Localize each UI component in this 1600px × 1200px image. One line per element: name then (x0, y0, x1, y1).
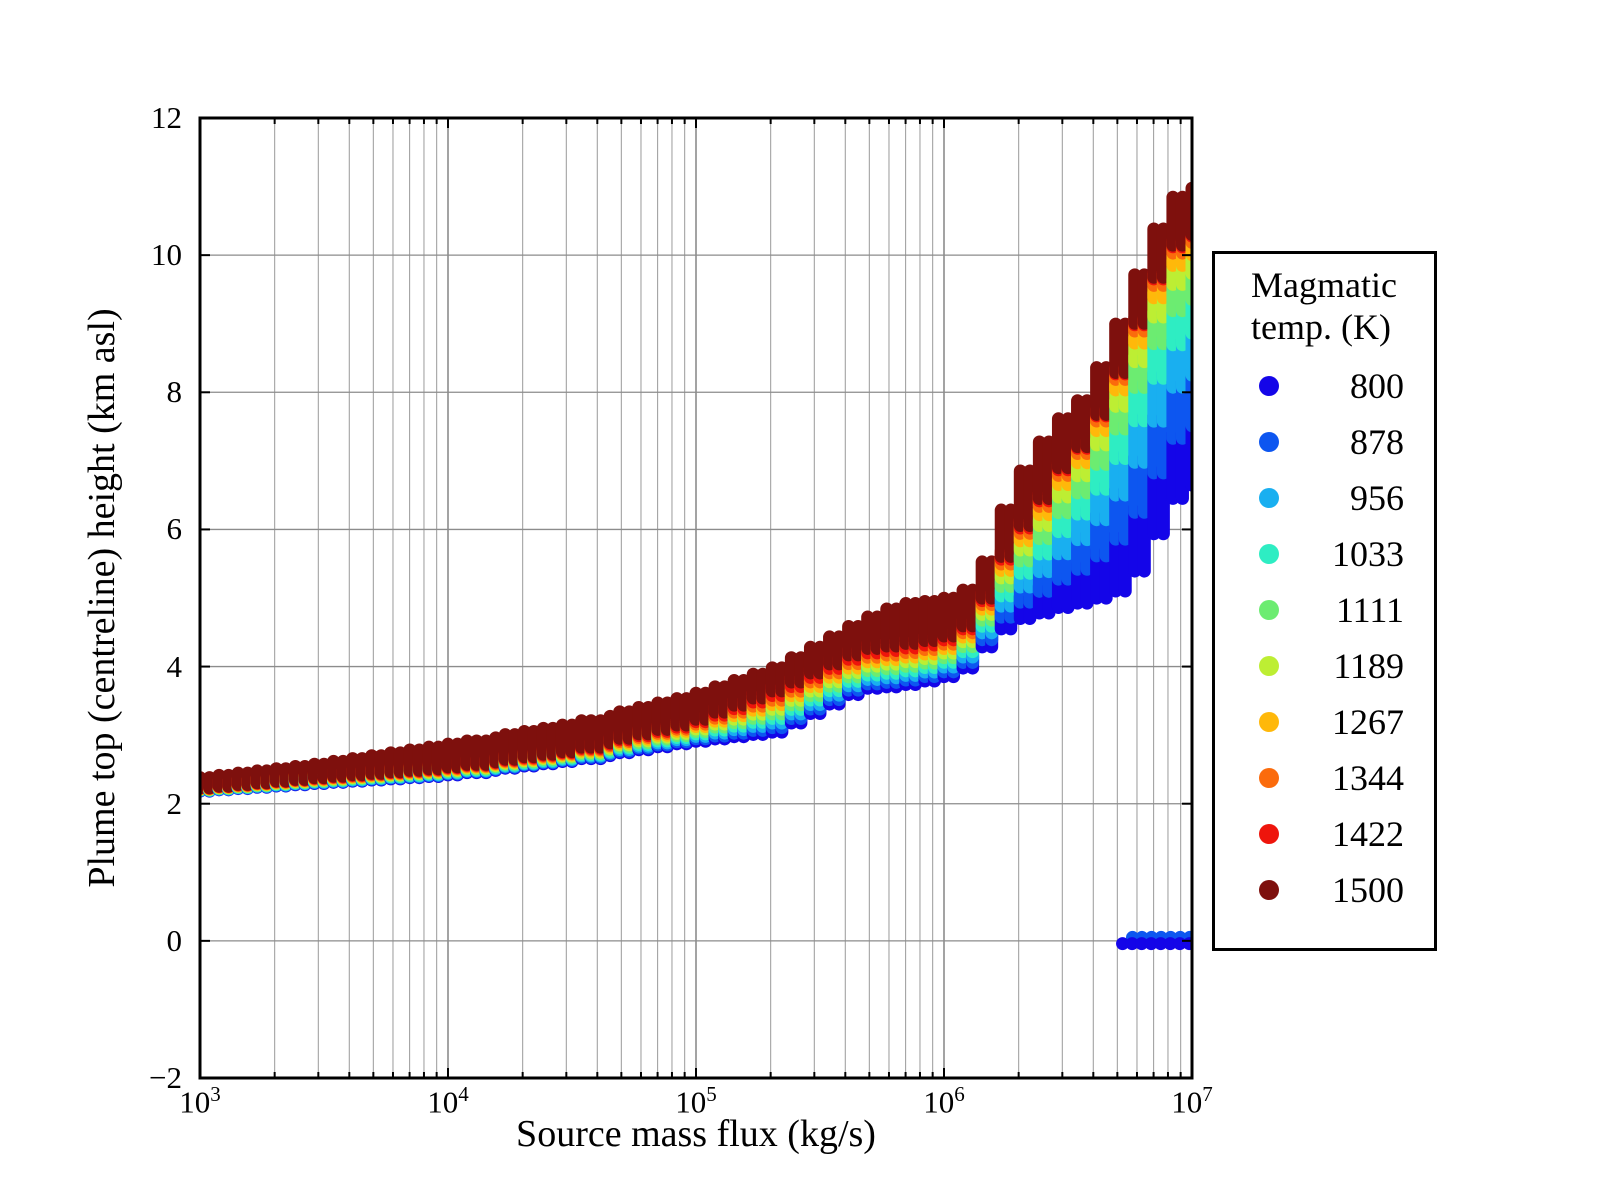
y-tick-label-0: 0 (166, 922, 183, 958)
y-tick-label-4: 4 (166, 648, 183, 684)
legend-label-1189: 1189 (1333, 646, 1404, 686)
x-tick-label-10e5: 105 (675, 1082, 717, 1120)
legend-marker-1422 (1259, 824, 1279, 844)
collapse-point-temp-800 (1163, 937, 1177, 951)
legend-label-956: 956 (1350, 478, 1404, 518)
legend-marker-1111 (1259, 600, 1279, 620)
x-tick-label-10e6: 106 (923, 1082, 965, 1120)
legend-marker-956 (1259, 488, 1279, 508)
y-tick-label-6: 6 (166, 511, 183, 547)
legend-label-1500: 1500 (1332, 870, 1404, 910)
legend-marker-800 (1259, 376, 1279, 396)
legend-entry-1033: 1033 (1215, 526, 1434, 582)
y-tick-label-8: 8 (166, 374, 183, 410)
collapse-point-temp-800 (1135, 937, 1149, 951)
legend-entry-956: 956 (1215, 470, 1434, 526)
scatter-column-temp-1500 (1185, 181, 1192, 242)
legend-marker-1033 (1259, 544, 1279, 564)
y-axis-label: Plume top (centreline) height (km asl) (81, 308, 123, 888)
scatter-column-temp-800 (1185, 413, 1192, 492)
collapse-point-temp-800 (1154, 937, 1168, 951)
legend-label-1111: 1111 (1336, 590, 1404, 630)
legend-entry-878: 878 (1215, 414, 1434, 470)
y-tick-label-10: 10 (151, 237, 182, 273)
x-tick-label-10e3: 103 (179, 1082, 221, 1120)
legend-entry-1422: 1422 (1215, 806, 1434, 862)
legend-entry-1267: 1267 (1215, 694, 1434, 750)
legend-marker-1267 (1259, 712, 1279, 732)
legend-entry-1111: 1111 (1215, 582, 1434, 638)
collapse-point-temp-800 (1182, 937, 1192, 951)
legend-title: Magmatic temp. (K) (1215, 254, 1434, 348)
legend-label-800: 800 (1350, 366, 1404, 406)
collapse-point-temp-800 (1116, 937, 1130, 951)
legend-entries: 800 878 956 1033 1111 1189 1267 1344 1422 1500 (1215, 358, 1434, 918)
tick-marks (199, 117, 1193, 1079)
legend-marker-1344 (1259, 768, 1279, 788)
y-tick-label-12: 12 (151, 100, 182, 135)
scatter-markers (200, 181, 1192, 951)
legend-label-1344: 1344 (1332, 758, 1404, 798)
legend-entry-1344: 1344 (1215, 750, 1434, 806)
x-tick-label-10e4: 104 (427, 1082, 469, 1120)
legend-marker-1189 (1259, 656, 1279, 676)
legend-entry-800: 800 (1215, 358, 1434, 414)
legend-title-line1: Magmatic (1251, 265, 1397, 305)
y-tick-label-2: 2 (166, 785, 183, 821)
legend-entry-1500: 1500 (1215, 862, 1434, 918)
legend-title-line2: temp. (K) (1251, 307, 1391, 347)
legend: Magmatic temp. (K) 800 878 956 1033 1111 1189… (1212, 251, 1437, 951)
legend-entry-1189: 1189 (1215, 638, 1434, 694)
x-tick-label-10e7: 107 (1171, 1082, 1213, 1120)
legend-label-1267: 1267 (1332, 702, 1404, 742)
collapse-point-temp-800 (1144, 937, 1158, 951)
legend-marker-878 (1259, 432, 1279, 452)
legend-label-1033: 1033 (1332, 534, 1404, 574)
legend-label-878: 878 (1350, 422, 1404, 462)
collapse-point-temp-800 (1125, 937, 1139, 951)
legend-marker-1500 (1259, 880, 1279, 900)
y-tick-label-−2: −2 (149, 1060, 182, 1095)
x-axis-label: Source mass flux (kg/s) (516, 1113, 876, 1155)
legend-label-1422: 1422 (1332, 814, 1404, 854)
